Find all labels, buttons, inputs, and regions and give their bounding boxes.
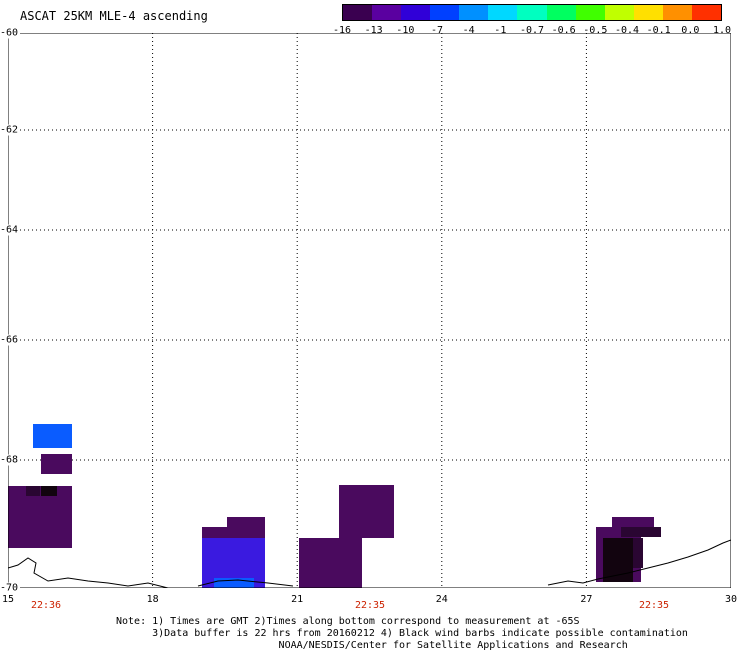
colorbar-tick-label: 1.0	[712, 25, 732, 36]
swath-cell	[633, 538, 643, 568]
colorbar-tick-label: -0.7	[519, 25, 545, 36]
colorbar-segment	[546, 5, 576, 20]
colorbar-tick-label: -0.5	[583, 25, 608, 36]
lon-label: 21	[291, 594, 304, 605]
colorbar-segment	[691, 5, 722, 20]
colorbar-segment	[604, 5, 634, 20]
lat-label: -64	[0, 224, 21, 236]
pass-time-label: 22:36	[30, 600, 62, 611]
swath-cell	[26, 486, 40, 496]
pass-time-label: 22:35	[354, 600, 386, 611]
lon-label: 27	[580, 594, 593, 605]
colorbar-ticks: -16 -13 -10 -7 -4 -1 -0.7 -0.6 -0.5 -0.4 -0.1 0.0 1.…	[333, 25, 731, 39]
swath-cell	[33, 424, 72, 448]
lat-label: -60	[0, 27, 21, 39]
gridlines	[8, 33, 731, 588]
lat-label: -70	[0, 582, 21, 594]
map-title: ASCAT 25KM MLE-4 ascending	[20, 9, 208, 23]
colorbar-segment	[517, 5, 547, 20]
colorbar-tick-label: -16	[332, 25, 352, 36]
swath-cell	[227, 517, 265, 527]
colorbar-segment	[459, 5, 489, 20]
colorbar-tick-label: -10	[396, 25, 415, 36]
colorbar-segment	[488, 5, 518, 20]
colorbar-segment	[633, 5, 663, 20]
colorbar-tick-label: -7	[430, 25, 444, 36]
lat-label: -62	[0, 124, 21, 136]
colorbar-tick-label: 0.0	[681, 25, 700, 36]
colorbar-tick-label: -1	[494, 25, 507, 36]
pass-time-label: 22:35	[638, 600, 670, 611]
colorbar-tick-label: -0.4	[614, 25, 640, 36]
swath-cells	[8, 424, 661, 588]
colorbar	[342, 4, 722, 21]
colorbar-tick-label: -0.1	[646, 25, 671, 36]
colorbar-segment	[343, 5, 373, 20]
swath-cell	[41, 496, 72, 506]
colorbar-segment	[662, 5, 692, 20]
swath-cell	[214, 578, 254, 588]
swath-cell	[621, 527, 661, 537]
swath-cell	[41, 486, 57, 496]
colorbar-tick-label: -0.6	[551, 25, 576, 36]
swath-cell	[299, 538, 362, 588]
colorbar-segment	[372, 5, 402, 20]
swath-cell	[41, 454, 72, 474]
lat-label: -68	[0, 454, 21, 466]
lon-label: 30	[724, 594, 738, 605]
lon-label: 18	[146, 594, 159, 605]
swath-cell	[612, 517, 654, 527]
colorbar-segment	[575, 5, 605, 20]
colorbar-segment	[401, 5, 431, 20]
colorbar-tick-label: -4	[462, 25, 475, 36]
colorbar-segment	[430, 5, 460, 20]
lon-label: 24	[435, 594, 448, 605]
swath-cell	[339, 485, 394, 538]
lon-label: 15	[1, 594, 15, 605]
colorbar-tick-label: -13	[364, 25, 383, 36]
lat-label: -66	[0, 334, 21, 346]
map-plot	[8, 33, 731, 588]
coastline	[8, 539, 731, 588]
footnotes: Note: 1) Times are GMT 2)Times along bot…	[116, 616, 688, 651]
